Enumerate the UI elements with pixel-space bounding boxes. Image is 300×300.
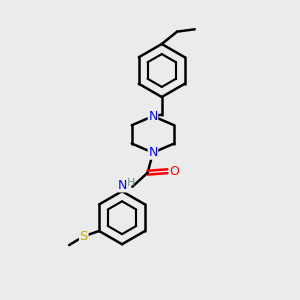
Text: N: N: [148, 110, 158, 123]
Text: H: H: [127, 178, 135, 188]
Text: N: N: [118, 179, 128, 192]
Text: S: S: [80, 230, 88, 243]
Text: O: O: [169, 165, 179, 178]
Text: N: N: [148, 146, 158, 159]
